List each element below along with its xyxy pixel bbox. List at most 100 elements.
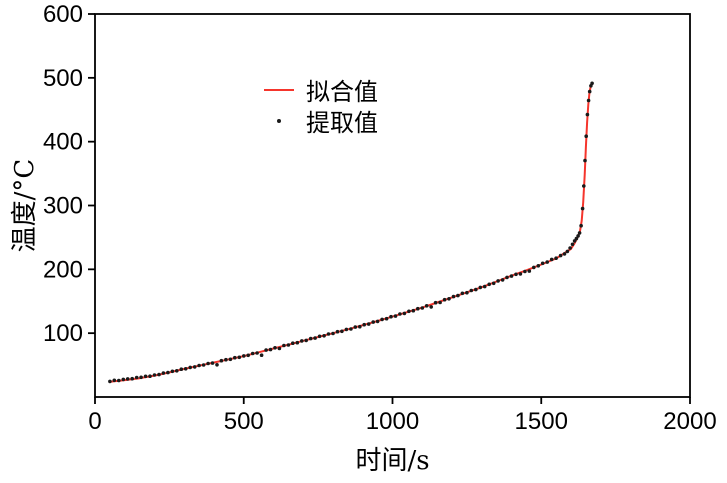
scatter-point	[300, 339, 304, 343]
scatter-point	[474, 287, 478, 292]
scatter-point	[500, 278, 505, 282]
scatter-point	[237, 355, 242, 360]
scatter-point	[384, 316, 389, 321]
scatter-point	[183, 367, 188, 371]
scatter-point	[264, 348, 268, 352]
scatter-point	[166, 370, 170, 375]
scatter-point	[224, 357, 228, 362]
scatter-point	[411, 308, 416, 313]
scatter-point	[255, 351, 259, 355]
legend-entry-extract: 提取值	[260, 105, 378, 137]
scatter-point	[438, 300, 442, 305]
scatter-point	[576, 234, 580, 238]
scatter-point	[487, 282, 492, 287]
scatter-point	[295, 340, 300, 345]
scatter-point	[148, 374, 152, 379]
scatter-point	[527, 269, 532, 273]
y-tick-label: 400	[43, 129, 83, 156]
scatter-point	[402, 311, 407, 316]
x-axis-title: 时间/s	[355, 446, 430, 476]
scatter-point	[340, 329, 344, 334]
scatter-point	[375, 319, 380, 324]
scatter-point	[291, 341, 295, 346]
scatter-point	[282, 343, 286, 348]
scatter-point	[433, 300, 438, 305]
scatter-point	[407, 309, 411, 314]
scatter-point	[344, 327, 349, 332]
legend-swatch-cell	[260, 88, 298, 91]
scatter-point	[514, 272, 518, 277]
scatter-point	[424, 304, 429, 308]
scatter-point	[161, 371, 166, 375]
scatter-point	[536, 264, 541, 268]
x-tick-label: 1500	[515, 408, 568, 435]
scatter-point	[478, 285, 483, 290]
scatter-point	[322, 334, 326, 338]
scatter-point	[308, 336, 313, 341]
scatter-point	[201, 363, 206, 367]
scatter-point	[349, 327, 353, 331]
scatter-point	[112, 378, 117, 383]
scatter-point	[210, 361, 215, 365]
scatter-point	[358, 324, 362, 329]
legend-label-extract: 提取值	[306, 109, 378, 137]
legend-label-fit: 拟合值	[306, 78, 378, 106]
scatter-point	[286, 343, 291, 347]
scatter-point	[577, 231, 582, 235]
y-axis-title: 温度/°C	[10, 158, 40, 253]
scatter-point	[465, 290, 469, 295]
scatter-point	[574, 236, 579, 241]
legend: 拟合值 提取值	[260, 74, 378, 137]
scatter-point	[565, 249, 570, 254]
scatter-point	[313, 336, 317, 340]
scatter-point	[456, 293, 460, 298]
scatter-point	[121, 377, 126, 382]
scatter-point	[273, 346, 277, 350]
scatter-point	[447, 297, 451, 301]
scatter-point	[366, 322, 371, 326]
scatter-point	[246, 353, 250, 358]
y-tick-label: 200	[43, 256, 83, 283]
scatter-point	[558, 253, 563, 258]
scatter-point	[157, 372, 161, 377]
x-tick-label: 0	[88, 408, 101, 435]
scatter-point	[549, 257, 554, 262]
legend-line-swatch	[264, 88, 294, 91]
scatter-point	[505, 275, 509, 280]
scatter-point	[509, 274, 514, 278]
scatter-point	[587, 89, 592, 94]
scatter-point	[228, 357, 233, 362]
scatter-point	[442, 297, 447, 302]
scatter-point	[562, 252, 567, 256]
scatter-point	[108, 379, 112, 384]
scatter-point	[179, 367, 184, 372]
scatter-point	[482, 284, 487, 289]
scatter-point	[242, 354, 246, 358]
scatter-point	[554, 256, 558, 261]
scatter-point	[362, 322, 367, 327]
scatter-point	[371, 320, 376, 324]
scatter-point	[393, 314, 398, 318]
scatter-point	[304, 338, 309, 343]
scatter-point	[582, 184, 586, 188]
scatter-point	[219, 358, 224, 363]
scatter-point	[590, 81, 594, 86]
scatter-point	[584, 134, 588, 138]
scatter-point	[143, 374, 148, 379]
y-tick-label: 600	[43, 1, 83, 28]
x-tick-label: 1000	[366, 408, 419, 435]
scatter-point	[580, 206, 585, 211]
y-tick-label: 300	[43, 193, 83, 220]
scatter-point	[326, 332, 331, 336]
scatter-point	[192, 365, 197, 369]
scatter-point	[335, 329, 340, 334]
scatter-point	[416, 306, 420, 311]
scatter-point	[420, 306, 425, 310]
scatter-point	[277, 346, 282, 351]
fit-line	[109, 82, 593, 383]
x-tick-label: 2000	[663, 408, 716, 435]
scatter-point	[130, 376, 134, 381]
scatter-point	[259, 353, 264, 358]
